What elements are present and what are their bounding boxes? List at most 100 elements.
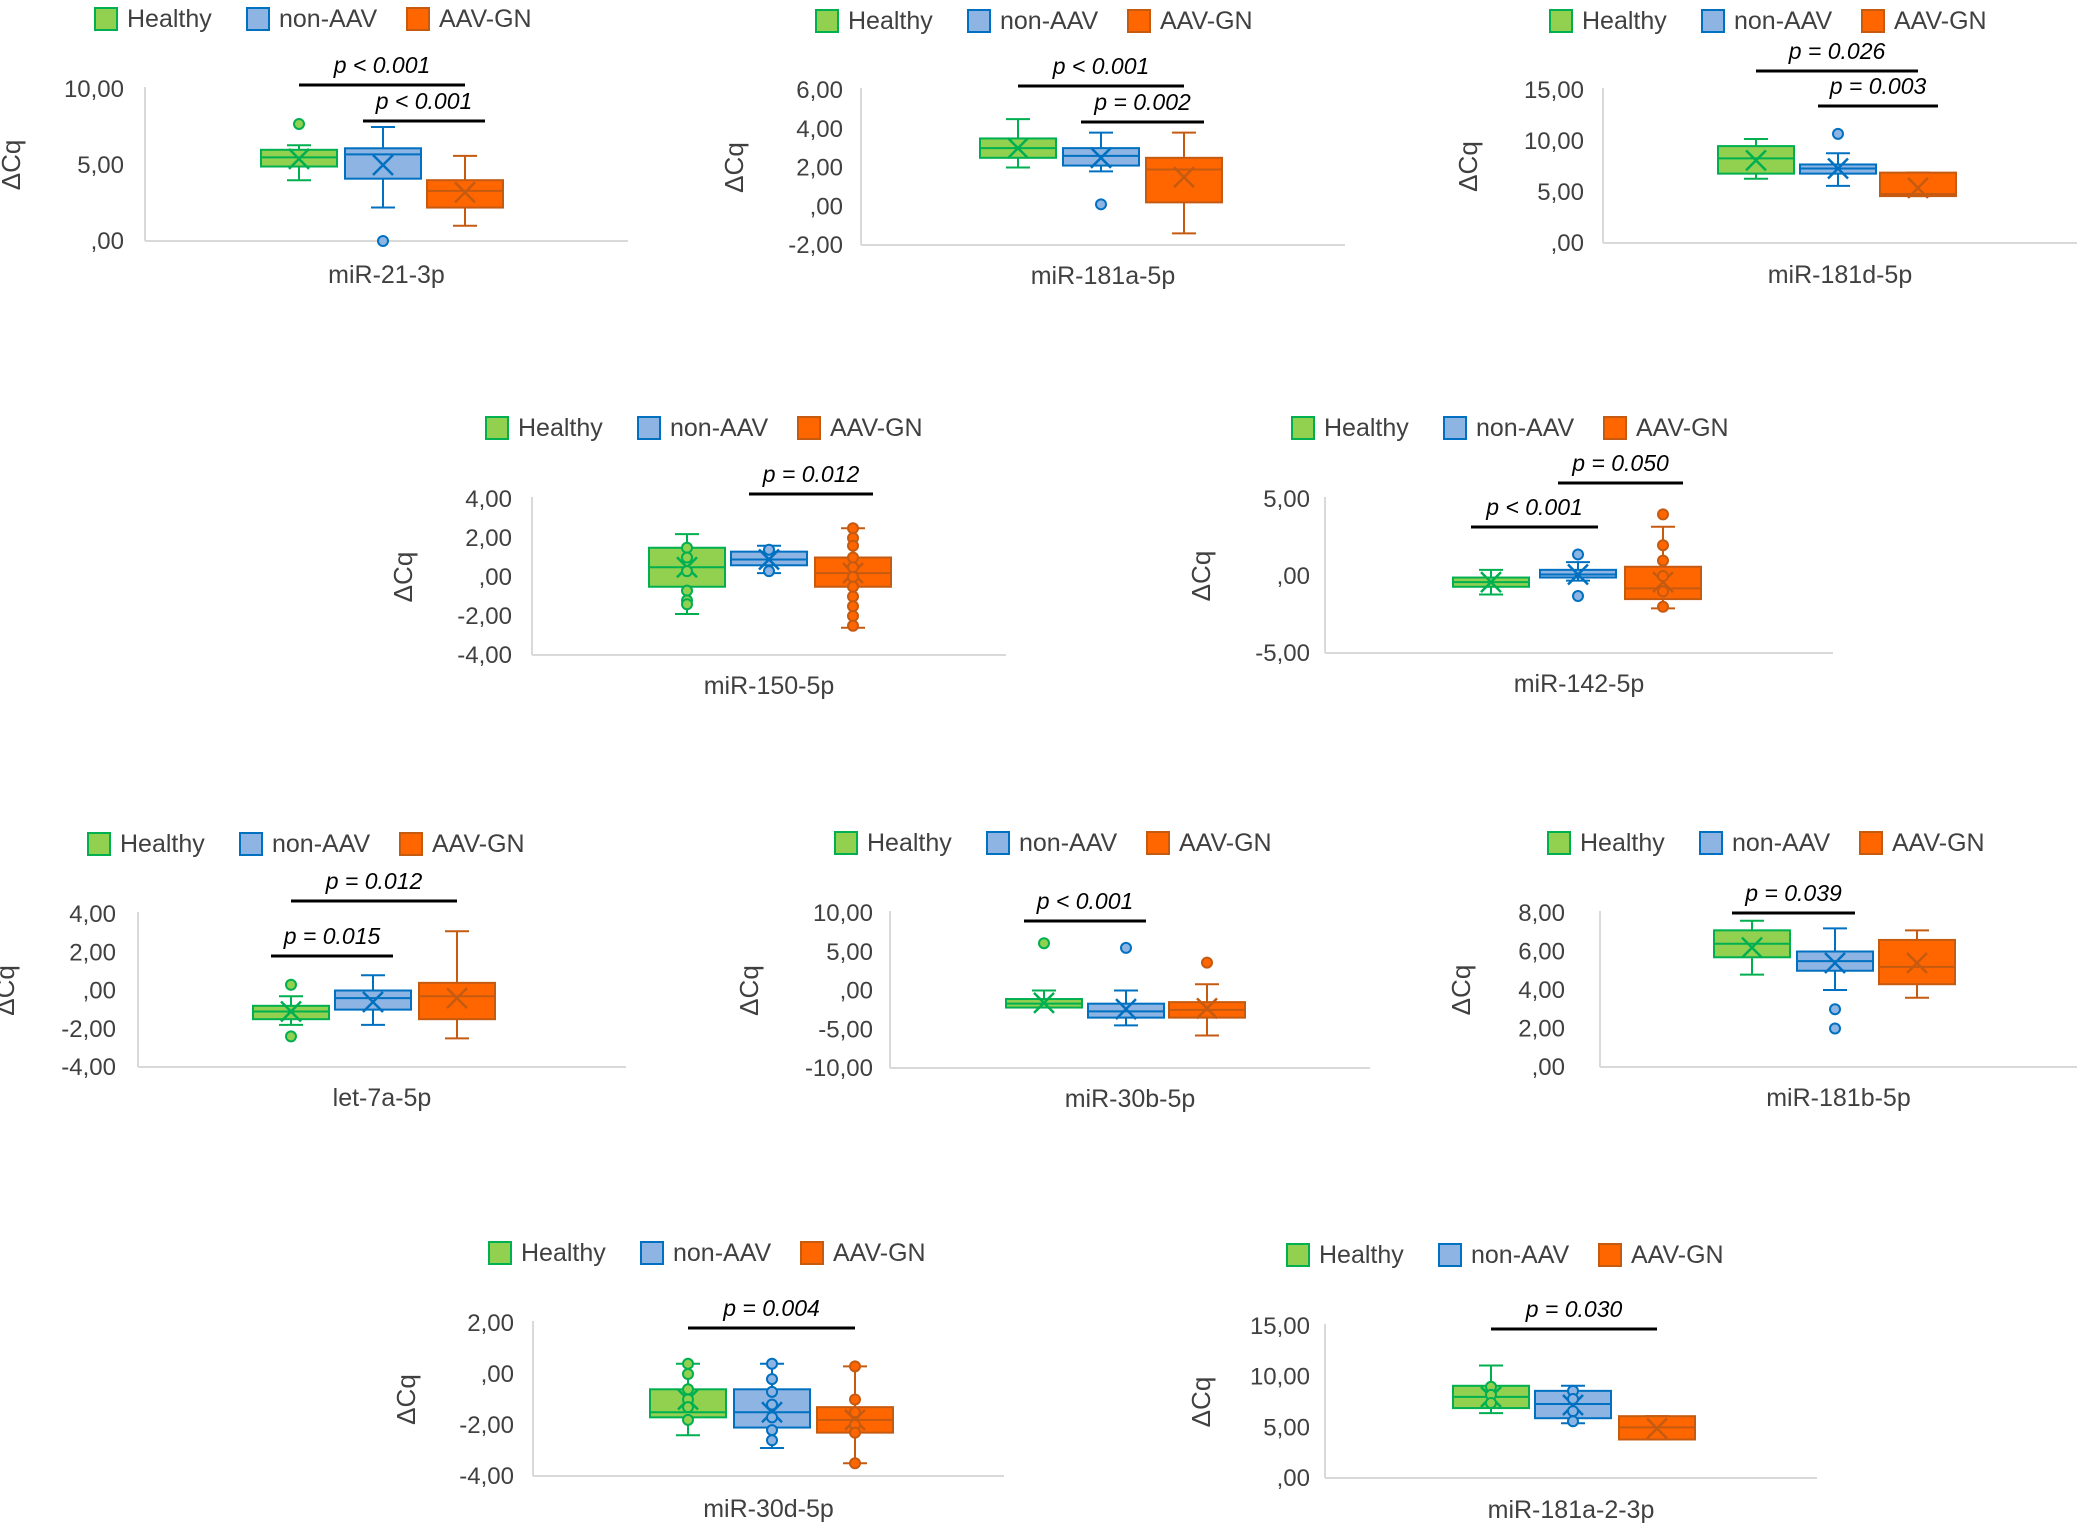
outlier-point <box>847 551 859 564</box>
outlier-point <box>847 600 859 613</box>
y-tick-label: 5,00 <box>1263 486 1310 513</box>
legend: Healthy non-AAV AAV-GN <box>485 414 923 442</box>
outlier-point <box>1567 1415 1579 1428</box>
legend-swatch-non-aav <box>986 831 1010 855</box>
outlier-point <box>1120 941 1132 954</box>
outlier-point <box>293 117 305 130</box>
mean-marker <box>1741 936 1763 959</box>
legend-label: AAV-GN <box>1892 829 1985 857</box>
significance-label: p = 0.004 <box>722 1295 820 1321</box>
chart-title: let-7a-5p <box>333 1084 432 1112</box>
legend-label: non-AAV <box>272 830 371 858</box>
outlier-point <box>1572 548 1584 561</box>
legend-swatch-non-aav <box>1443 416 1467 440</box>
y-tick-label: 2,00 <box>467 1310 514 1337</box>
outlier-point <box>1572 590 1584 603</box>
outlier-point <box>681 551 693 564</box>
y-axis-label: ΔCq <box>1453 141 1483 192</box>
legend-swatch-healthy <box>834 831 858 855</box>
outlier-point <box>285 1030 297 1043</box>
legend-label: AAV-GN <box>1179 829 1272 857</box>
significance-label: p < 0.001 <box>1052 53 1150 79</box>
chart-title: miR-181b-5p <box>1766 1084 1911 1112</box>
legend-swatch-aav-gn <box>406 7 430 31</box>
mean-marker <box>1745 149 1767 172</box>
outlier-point <box>766 1357 778 1370</box>
outlier-point <box>682 1383 694 1396</box>
mean-marker <box>372 154 394 176</box>
mean-marker <box>362 991 384 1013</box>
legend-label: non-AAV <box>1476 414 1575 442</box>
outlier-point <box>681 584 693 597</box>
legend-label: Healthy <box>518 414 603 442</box>
y-tick-label: 10,00 <box>813 900 873 927</box>
legend-swatch-healthy <box>1549 9 1573 33</box>
legend: Healthy non-AAV AAV-GN <box>1547 829 1985 857</box>
significance-label: p = 0.030 <box>1525 1296 1623 1322</box>
legend-swatch-aav-gn <box>1127 9 1151 33</box>
chart-panel: Healthy non-AAV AAV-GN -4,00 -2,00 ,00 2,00 ΔCq… <box>391 1239 1004 1523</box>
mean-marker <box>1480 571 1502 594</box>
outlier-point <box>766 1373 778 1386</box>
chart-title: miR-30d-5p <box>703 1495 834 1523</box>
mean-marker <box>1115 998 1137 1020</box>
legend-swatch-aav-gn <box>1146 831 1170 855</box>
legend-label: non-AAV <box>1734 7 1833 35</box>
outlier-point <box>766 1424 778 1437</box>
outlier-point <box>1567 1405 1579 1418</box>
legend-label: non-AAV <box>673 1239 772 1267</box>
box-aav-gn <box>426 154 504 227</box>
outlier-point <box>766 1434 778 1447</box>
y-tick-label: 4,00 <box>796 116 843 143</box>
y-tick-label: -4,00 <box>61 1054 116 1081</box>
box-healthy <box>1452 568 1530 596</box>
legend-label: AAV-GN <box>833 1239 926 1267</box>
outlier-point <box>1657 539 1669 552</box>
significance-label: p = 0.026 <box>1788 38 1886 64</box>
legend-label: Healthy <box>1582 7 1667 35</box>
legend-swatch-non-aav <box>1438 1243 1462 1267</box>
box-non-aav <box>1087 941 1165 1027</box>
mean-marker <box>1090 146 1112 169</box>
outlier-point <box>1201 956 1213 969</box>
legend-label: Healthy <box>848 7 933 35</box>
outlier-point <box>847 580 859 593</box>
y-tick-label: 10,00 <box>1250 1364 1310 1391</box>
chart-panel: Healthy non-AAV AAV-GN -4,00 -2,00 ,00 2,00 4,0… <box>0 830 626 1112</box>
legend-swatch-non-aav <box>239 832 263 856</box>
outlier-point <box>682 1357 694 1370</box>
outlier-point <box>847 539 859 552</box>
chart-panel: Healthy non-AAV AAV-GN ,00 5,00 10,00 ΔCq miR-2… <box>0 5 628 289</box>
chart-title: miR-181a-2-3p <box>1488 1496 1655 1524</box>
y-tick-label: 2,00 <box>465 525 512 552</box>
legend-swatch-healthy <box>1291 416 1315 440</box>
outlier-point <box>766 1398 778 1411</box>
legend-label: AAV-GN <box>1160 7 1253 35</box>
legend-swatch-non-aav <box>967 9 991 33</box>
legend-swatch-healthy <box>87 832 111 856</box>
legend-label: non-AAV <box>279 5 378 33</box>
outlier-point <box>1567 1392 1579 1405</box>
legend: Healthy non-AAV AAV-GN <box>815 7 1253 35</box>
y-axis-label: ΔCq <box>1186 551 1216 602</box>
box-healthy <box>1005 937 1083 1014</box>
legend-label: Healthy <box>120 830 205 858</box>
legend-label: Healthy <box>1580 829 1665 857</box>
box-non-aav <box>1796 927 1874 1035</box>
box-healthy <box>979 118 1057 169</box>
box-aav-gn <box>1878 929 1956 999</box>
significance-label: p = 0.015 <box>283 923 381 949</box>
legend-label: AAV-GN <box>432 830 525 858</box>
y-tick-label: 5,00 <box>1263 1414 1310 1441</box>
outlier-point <box>285 978 297 991</box>
box-aav-gn <box>418 930 496 1040</box>
chart-title: miR-181d-5p <box>1768 261 1913 289</box>
y-tick-label: 5,00 <box>1537 179 1584 206</box>
outlier-point <box>1657 508 1669 521</box>
y-tick-label: 4,00 <box>465 486 512 513</box>
outlier-point <box>847 522 859 535</box>
chart-panel: Healthy non-AAV AAV-GN ,00 5,00 10,00 15,00 ΔCq… <box>1186 1241 1817 1524</box>
box-aav-gn <box>1618 1415 1696 1441</box>
legend-swatch-non-aav <box>637 416 661 440</box>
outlier-point <box>849 1457 861 1470</box>
